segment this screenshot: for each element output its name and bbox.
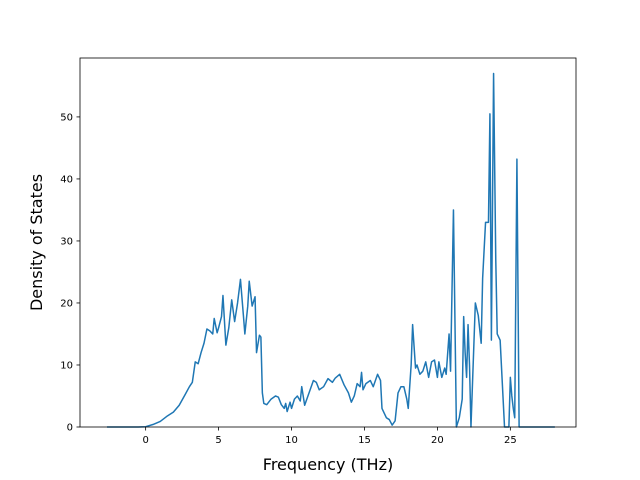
y-tick-label: 50 (60, 112, 73, 123)
x-axis-ticks: 0 5 10 15 20 25 (142, 427, 517, 446)
x-tick-label: 5 (215, 435, 221, 446)
plot-frame (79, 57, 577, 428)
y-tick-label: 10 (60, 360, 73, 371)
x-tick-label: 20 (431, 435, 444, 446)
y-tick-label: 40 (60, 174, 73, 185)
x-tick-label: 0 (142, 435, 148, 446)
y-tick-label: 0 (67, 423, 73, 434)
x-tick-label: 10 (285, 435, 298, 446)
x-tick-label: 25 (504, 435, 517, 446)
y-tick-label: 30 (60, 236, 73, 247)
plot-area (79, 57, 577, 428)
y-tick-label: 20 (60, 298, 73, 309)
x-axis-label: Frequency (THz) (263, 455, 393, 474)
series-line-0 (106, 72, 555, 428)
y-axis-label: Density of States (27, 174, 46, 311)
x-tick-label: 15 (358, 435, 371, 446)
y-axis-ticks: 0 10 20 30 40 50 (60, 112, 80, 434)
